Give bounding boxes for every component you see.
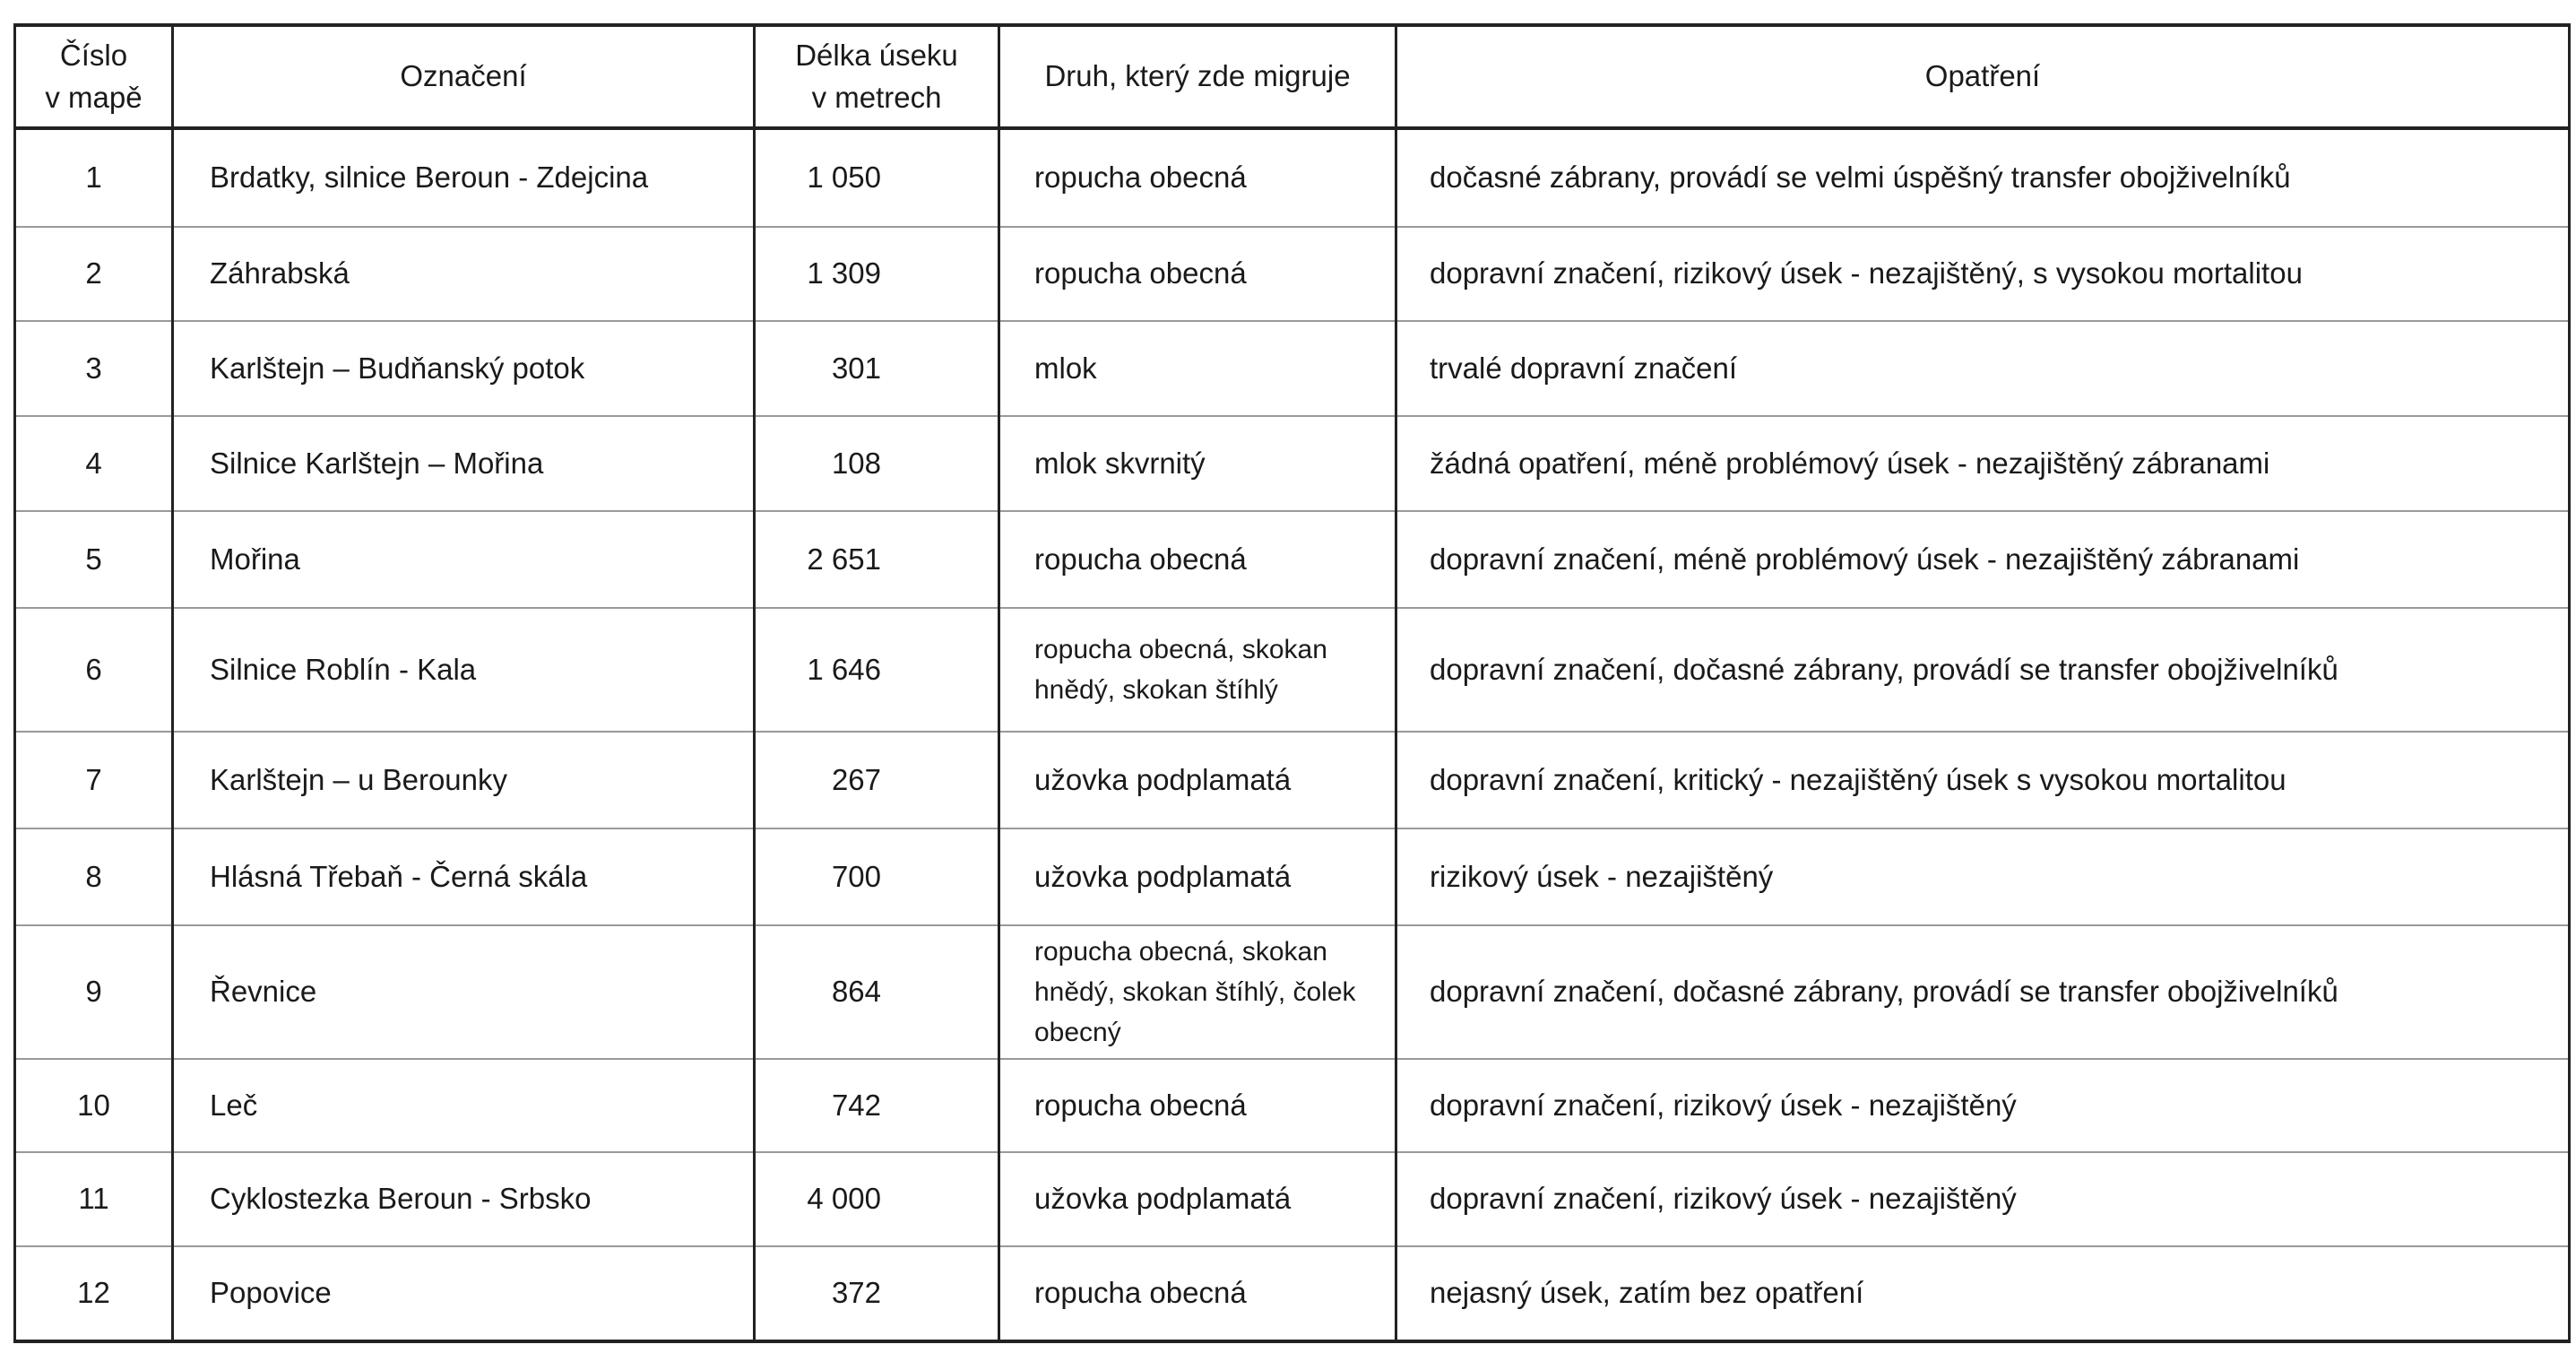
cell-name: Leč [171,1059,756,1153]
cell-species: mlok skvrnitý [998,416,1397,512]
cell-name: Karlštejn – u Berounky [171,732,756,829]
cell-number: 2 [13,227,174,322]
cell-species: ropucha obecná [998,1246,1397,1343]
cell-measures: dočasné zábrany, provádí se velmi úspěšn… [1395,128,2571,228]
cell-name: Popovice [171,1246,756,1343]
header-name: Označení [171,23,756,130]
cell-number: 8 [13,828,174,926]
header-number-line2: v mapě [45,80,143,114]
cell-measures: dopravní značení, dočasné zábrany, prová… [1395,925,2571,1060]
table-row: 6 Silnice Roblín - Kala 1 646 ropucha obecn… [13,608,2571,733]
cell-number: 3 [13,321,174,417]
cell-number: 10 [13,1059,174,1153]
table-row: 7 Karlštejn – u Berounky 267 užovka podplam… [13,732,2571,829]
cell-measures: dopravní značení, rizikový úsek - nezaji… [1395,1152,2571,1247]
header-length-line2: v metrech [811,80,942,114]
table-row: 5 Mořina 2 651 ropucha obecná dopravní znače… [13,511,2571,609]
header-measures: Opatření [1395,23,2571,130]
cell-number: 7 [13,732,174,829]
cell-species: mlok [998,321,1397,417]
header-length-line1: Délka úseku [795,38,958,72]
migration-table: Číslo v mapě Označení Délka úseku v metrec… [13,23,2571,1343]
table-row: 3 Karlštejn – Budňanský potok 301 mlok trval… [13,321,2571,417]
table-row: 1 Brdatky, silnice Beroun - Zdejcina 1 050… [13,128,2571,228]
cell-length: 301 [753,321,1000,417]
cell-name: Silnice Karlštejn – Mořina [171,416,756,512]
cell-measures: dopravní značení, kritický - nezajištěný… [1395,732,2571,829]
cell-length: 372 [753,1246,1000,1343]
header-row: Číslo v mapě Označení Délka úseku v metrec… [13,23,2571,130]
cell-species: užovka podplamatá [998,732,1397,829]
table-row: 10 Leč 742 ropucha obecná dopravní značení, … [13,1059,2571,1153]
cell-measures: dopravní značení, rizikový úsek - nezaji… [1395,1059,2571,1153]
cell-species: užovka podplamatá [998,1152,1397,1247]
table-row: 8 Hlásná Třebaň - Černá skála 700 užovka po… [13,828,2571,926]
cell-length: 700 [753,828,1000,926]
cell-length: 742 [753,1059,1000,1153]
table-row: 2 Záhrabská 1 309 ropucha obecná dopravní zn… [13,227,2571,322]
cell-species: ropucha obecná [998,128,1397,228]
cell-measures: nejasný úsek, zatím bez opatření [1395,1246,2571,1343]
cell-name: Brdatky, silnice Beroun - Zdejcina [171,128,756,228]
header-species: Druh, který zde migruje [998,23,1397,130]
cell-name: Karlštejn – Budňanský potok [171,321,756,417]
cell-length: 267 [753,732,1000,829]
cell-number: 1 [13,128,174,228]
cell-measures: dopravní značení, méně problémový úsek -… [1395,511,2571,609]
table-row: 4 Silnice Karlštejn – Mořina 108 mlok skvrn… [13,416,2571,512]
cell-species: ropucha obecná, skokan hnědý, skokan ští… [998,608,1397,733]
cell-length: 4 000 [753,1152,1000,1247]
cell-name: Hlásná Třebaň - Černá skála [171,828,756,926]
cell-number: 5 [13,511,174,609]
cell-species: užovka podplamatá [998,828,1397,926]
cell-name: Řevnice [171,925,756,1060]
cell-length: 1 309 [753,227,1000,322]
cell-name: Cyklostezka Beroun - Srbsko [171,1152,756,1247]
cell-measures: rizikový úsek - nezajištěný [1395,828,2571,926]
header-number: Číslo v mapě [13,23,174,130]
cell-species: ropucha obecná, skokan hnědý, skokan ští… [998,925,1397,1060]
cell-number: 6 [13,608,174,733]
header-length: Délka úseku v metrech [753,23,1000,130]
cell-species: ropucha obecná [998,227,1397,322]
cell-name: Silnice Roblín - Kala [171,608,756,733]
cell-species: ropucha obecná [998,1059,1397,1153]
table-row: 12 Popovice 372 ropucha obecná nejasný úsek,… [13,1246,2571,1343]
cell-measures: trvalé dopravní značení [1395,321,2571,417]
table-row: 11 Cyklostezka Beroun - Srbsko 4 000 užovka… [13,1152,2571,1247]
cell-measures: žádná opatření, méně problémový úsek - n… [1395,416,2571,512]
cell-length: 1 646 [753,608,1000,733]
header-number-line1: Číslo [59,38,128,72]
cell-length: 108 [753,416,1000,512]
cell-length: 864 [753,925,1000,1060]
cell-measures: dopravní značení, rizikový úsek - nezaji… [1395,227,2571,322]
cell-name: Mořina [171,511,756,609]
cell-measures: dopravní značení, dočasné zábrany, prová… [1395,608,2571,733]
cell-number: 12 [13,1246,174,1343]
table-row: 9 Řevnice 864 ropucha obecná, skokan hnědý,… [13,925,2571,1060]
cell-name: Záhrabská [171,227,756,322]
cell-length: 2 651 [753,511,1000,609]
cell-number: 11 [13,1152,174,1247]
cell-species: ropucha obecná [998,511,1397,609]
cell-number: 9 [13,925,174,1060]
cell-length: 1 050 [753,128,1000,228]
cell-number: 4 [13,416,174,512]
